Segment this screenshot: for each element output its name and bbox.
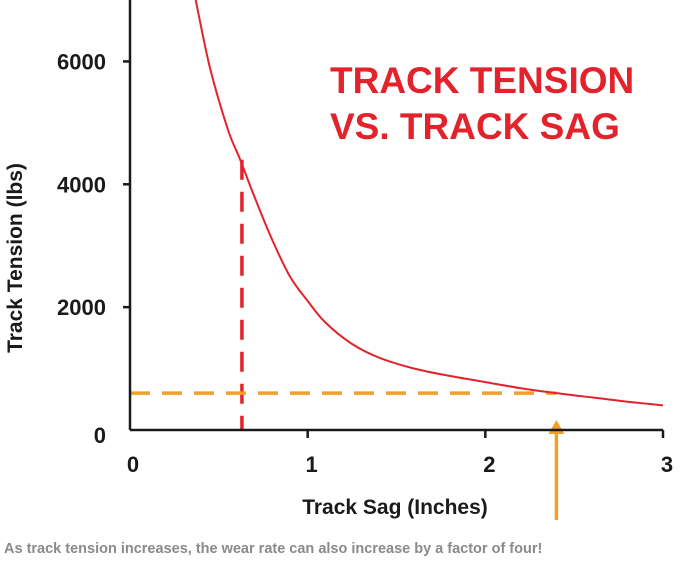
x-tick-label: 1 xyxy=(306,452,318,477)
chart-title-line: TRACK TENSION xyxy=(330,60,634,101)
chart-title-line: VS. TRACK SAG xyxy=(330,106,620,147)
x-axis-title: Track Sag (Inches) xyxy=(302,496,488,519)
axes-layer xyxy=(128,0,663,432)
y-axis-title: Track Tension (lbs) xyxy=(4,163,27,353)
y-tick-label: 0 xyxy=(94,423,106,448)
x-tick-label: 2 xyxy=(483,452,495,477)
chart-title: TRACK TENSION VS. TRACK SAG xyxy=(330,60,634,147)
y-tick-label: 2000 xyxy=(57,295,106,320)
arrow-up-icon xyxy=(548,420,565,434)
x-tick-label: 3 xyxy=(661,452,673,477)
series-line xyxy=(194,0,664,407)
y-tick-label: 6000 xyxy=(57,49,106,74)
ticks-layer: 0 2000 4000 6000 0 1 2 3 xyxy=(57,49,673,477)
curve-layer xyxy=(194,0,664,407)
caption-text: As track tension increases, the wear rat… xyxy=(4,541,542,557)
y-tick-label: 4000 xyxy=(57,172,106,197)
x-tick-label: 0 xyxy=(127,452,139,477)
